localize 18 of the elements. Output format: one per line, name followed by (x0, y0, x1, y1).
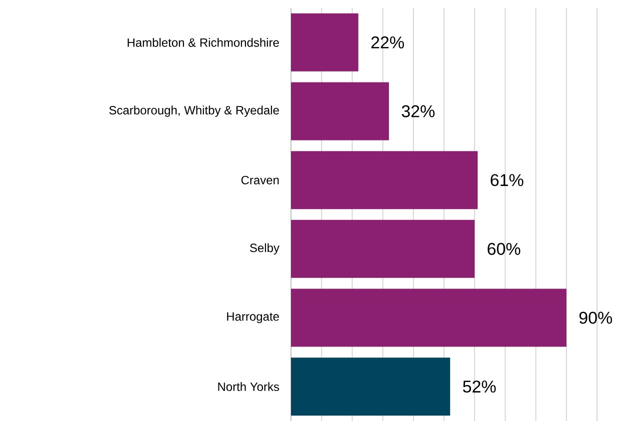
y-tick-label: Scarborough, Whitby & Ryedale (109, 106, 279, 117)
data-label: 60% (488, 242, 520, 255)
bar (291, 13, 358, 72)
bar (291, 288, 566, 347)
data-label: 52% (463, 380, 496, 393)
bar (291, 358, 450, 416)
y-tick-label: Hambleton & Richmondshire (128, 38, 279, 47)
data-label: 22% (371, 36, 404, 48)
y-tick-label: Selby (250, 243, 280, 255)
y-tick-label: North Yorks (218, 382, 280, 392)
y-tick-label: Harrogate (227, 312, 279, 324)
bar (291, 220, 475, 278)
data-label: 90% (579, 312, 612, 324)
y-tick-label: Craven (241, 176, 279, 184)
data-label: 61% (490, 174, 524, 186)
bar (291, 82, 389, 140)
data-label: 32% (402, 105, 435, 118)
bar (291, 151, 478, 210)
